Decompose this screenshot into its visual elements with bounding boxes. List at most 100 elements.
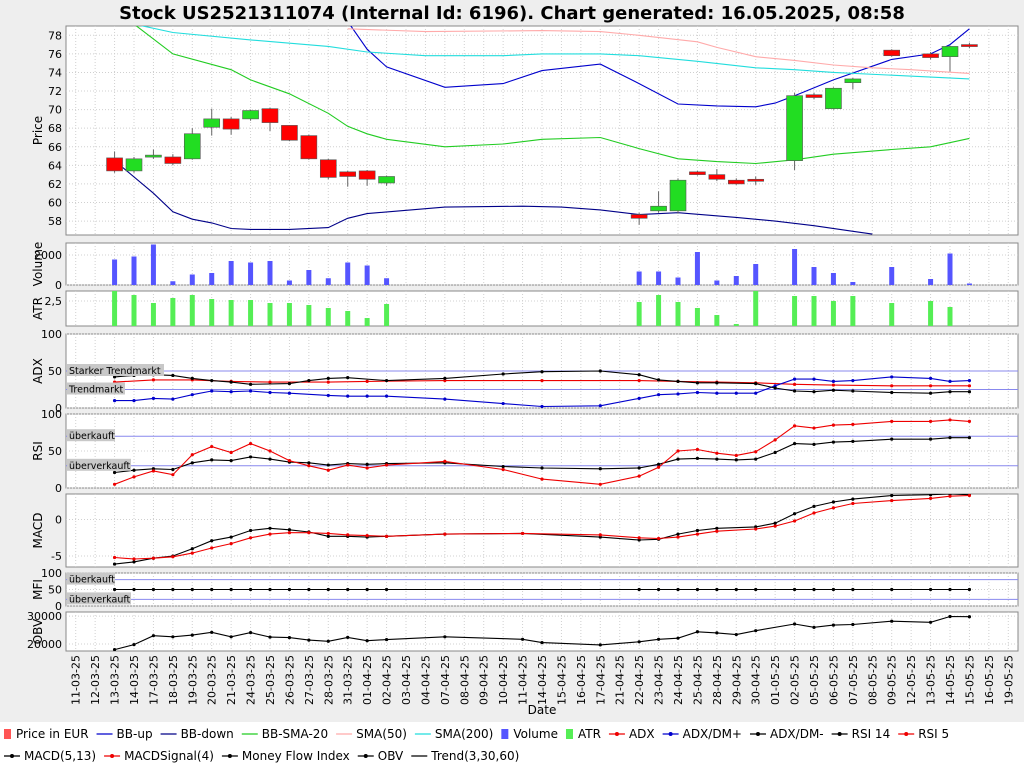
legend-item: BB-up	[96, 727, 153, 741]
adx-dm--point	[190, 376, 194, 380]
atr-bar	[889, 303, 895, 326]
candle-body	[922, 53, 939, 58]
macdsignal-4--point	[346, 533, 350, 537]
rsi-14-point	[171, 467, 175, 472]
x-tick-label: 25-03-25	[264, 655, 277, 705]
rsi-14-point	[210, 458, 214, 462]
candle-body	[145, 154, 162, 158]
rsi-5-point	[754, 450, 758, 454]
candle-body	[883, 49, 901, 57]
legend-swatch-dot	[614, 732, 619, 736]
obv-point	[346, 635, 350, 639]
x-tick-label: 17-03-25	[147, 655, 160, 705]
legend-label: BB-SMA-20	[262, 727, 328, 741]
macdsignal-4--point	[248, 536, 253, 540]
volume-bar	[889, 267, 895, 285]
candle-body	[786, 95, 803, 161]
adx-point	[365, 379, 369, 383]
x-tick-label: 26-03-25	[283, 655, 296, 705]
macdsignal-4--point	[948, 494, 952, 498]
volume-bar	[286, 280, 292, 285]
volume-bar	[364, 265, 370, 285]
x-tick-label: 19-05-25	[1002, 655, 1015, 705]
atr-bar	[733, 324, 739, 326]
price-y-tick-label: 60	[48, 196, 62, 209]
x-tick-label: 18-03-25	[167, 655, 180, 705]
candle-body	[183, 133, 201, 160]
rsi-14-point	[365, 462, 369, 466]
adx-dm--point	[656, 378, 661, 382]
atr-y-axis-label: ATR	[31, 297, 45, 320]
x-tick-label: 07-04-25	[439, 655, 452, 705]
atr-bar	[811, 296, 817, 326]
rsi-5-point	[501, 467, 505, 472]
rsi-5-point	[890, 419, 894, 423]
x-tick-label: 20-03-25	[206, 655, 219, 705]
volume-bar	[830, 273, 836, 285]
x-tick-label: 15-04-25	[555, 655, 568, 705]
rsi-5-point	[151, 469, 156, 473]
rsi-14-point	[773, 450, 777, 455]
macdsignal-4--point	[287, 531, 292, 535]
x-tick-label: 28-03-25	[322, 655, 335, 705]
legend-label: SMA(200)	[435, 727, 493, 741]
x-axis-label: Date	[528, 703, 557, 717]
candle-body	[727, 179, 745, 185]
macdsignal-4--point	[792, 519, 797, 523]
volume-bar	[267, 261, 273, 285]
atr-y-tick-label: 2,5	[45, 295, 63, 308]
mfi-y-tick-label: 0	[55, 600, 62, 613]
candle-body	[319, 159, 337, 178]
legend-label: SMA(50)	[356, 727, 407, 741]
rsi-5-point	[365, 466, 369, 470]
atr-bar	[228, 300, 234, 326]
x-tick-label: 23-04-25	[653, 655, 666, 705]
adx-dm--point	[637, 373, 641, 377]
adx-dm--point	[210, 389, 214, 393]
adx-dm--point	[540, 404, 544, 408]
macdsignal-4--point	[171, 555, 175, 559]
obv-point	[268, 635, 272, 639]
atr-bar	[792, 296, 798, 326]
x-tick-label: 10-04-25	[497, 655, 510, 705]
atr-bar	[112, 291, 118, 326]
rsi-5-point	[637, 474, 641, 478]
x-tick-label: 28-04-25	[711, 655, 724, 705]
rsi-5-point	[443, 459, 447, 463]
rsi-14-point	[695, 456, 700, 460]
adx-point	[831, 383, 836, 387]
adx-point	[967, 384, 972, 388]
adx-panel: 0 50 100 ADX Starker Trendmarkt Trendmarkt	[31, 328, 1019, 415]
obv-point	[967, 615, 972, 619]
obv-point	[229, 635, 233, 639]
adx-dm--point	[501, 401, 505, 406]
rsi-14-point	[248, 455, 253, 459]
macdsignal-4--point	[890, 498, 894, 503]
macdsignal-4--point	[384, 534, 389, 538]
rsi-5-point	[792, 424, 797, 428]
macd-5-13--point	[754, 525, 758, 529]
money-flow-index-point	[676, 587, 680, 592]
volume-bar	[656, 271, 662, 285]
rsi-y-tick-label: 0	[55, 482, 62, 495]
legend: Price in EUR BB-up BB-down BB-SMA-20 SMA(50)…	[0, 722, 1024, 768]
legend-item: Trend(3,30,60)	[411, 749, 519, 763]
legend-item: ATR	[565, 727, 601, 741]
adx-dm--point	[676, 392, 680, 396]
adx-series	[66, 369, 1018, 408]
rsi-series	[66, 418, 1018, 486]
obv-point	[812, 625, 816, 629]
adx-point	[928, 384, 933, 388]
x-tick-label: 14-04-25	[536, 655, 549, 705]
adx-dm--point	[656, 393, 661, 397]
rsi-5-point	[656, 465, 661, 469]
candle-body	[106, 157, 123, 172]
zone-label-background	[67, 429, 115, 442]
adx-dm--point	[346, 394, 350, 398]
adx-dm--point	[112, 375, 117, 379]
adx-dm--line	[114, 370, 970, 394]
macd-5-13--point	[210, 539, 214, 543]
x-tick-label: 08-04-25	[458, 655, 471, 705]
x-tick-label: 22-04-25	[633, 655, 646, 705]
legend-item: BB-SMA-20	[241, 727, 328, 741]
